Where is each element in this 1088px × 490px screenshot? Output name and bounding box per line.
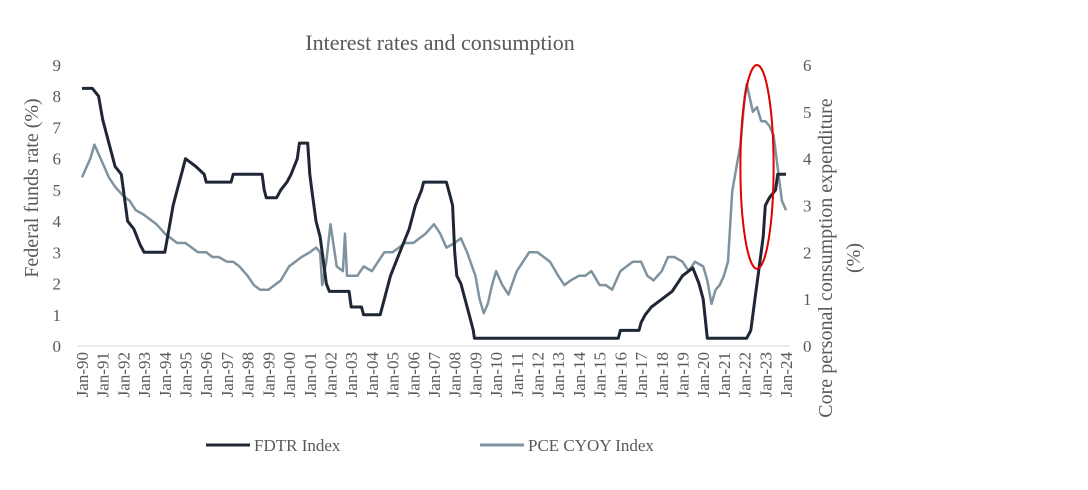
x-tick-label: Jan-00 bbox=[280, 352, 299, 397]
legend-label-pce: PCE CYOY Index bbox=[528, 436, 654, 455]
left-tick-label: 8 bbox=[53, 87, 62, 106]
x-tick-label: Jan-92 bbox=[114, 352, 133, 397]
x-tick-label: Jan-09 bbox=[466, 352, 485, 397]
annotation-ellipse bbox=[739, 63, 775, 270]
x-tick-label: Jan-17 bbox=[632, 352, 651, 398]
chart-title: Interest rates and consumption bbox=[305, 30, 574, 55]
x-tick-label: Jan-01 bbox=[301, 352, 320, 397]
x-tick-label: Jan-03 bbox=[342, 352, 361, 397]
right-tick-label: 4 bbox=[803, 150, 812, 169]
x-tick-label: Jan-22 bbox=[736, 352, 755, 397]
x-tick-label: Jan-15 bbox=[591, 352, 610, 397]
x-tick-label: Jan-04 bbox=[363, 352, 382, 398]
left-tick-label: 1 bbox=[53, 306, 62, 325]
x-tick-label: Jan-19 bbox=[674, 352, 693, 397]
x-tick-label: Jan-24 bbox=[777, 352, 796, 398]
legend: FDTR Index PCE CYOY Index bbox=[206, 436, 654, 455]
left-tick-label: 0 bbox=[53, 337, 62, 356]
right-axis-title-line: Core personal consumption expenditure bbox=[815, 98, 837, 417]
x-tick-label: Jan-12 bbox=[529, 352, 548, 397]
x-tick-label: Jan-06 bbox=[404, 352, 423, 397]
x-tick-label: Jan-07 bbox=[425, 352, 444, 398]
x-tick-label: Jan-10 bbox=[487, 352, 506, 397]
right-axis-ticks: 0 1 2 3 4 5 6 bbox=[803, 56, 812, 356]
x-tick-label: Jan-02 bbox=[322, 352, 341, 397]
x-tick-label: Jan-05 bbox=[384, 352, 403, 397]
x-tick-label: Jan-98 bbox=[239, 352, 258, 397]
legend-label-fdtr: FDTR Index bbox=[254, 436, 341, 455]
right-tick-label: 5 bbox=[803, 103, 812, 122]
left-tick-label: 2 bbox=[53, 275, 62, 294]
x-tick-label: Jan-23 bbox=[756, 352, 775, 397]
x-tick-label: Jan-95 bbox=[177, 352, 196, 397]
right-tick-label: 0 bbox=[803, 337, 812, 356]
x-tick-label: Jan-93 bbox=[135, 352, 154, 397]
left-axis-title: Federal funds rate (%) bbox=[21, 98, 43, 277]
right-tick-label: 1 bbox=[803, 290, 812, 309]
right-tick-label: 3 bbox=[803, 197, 812, 216]
right-tick-label: 2 bbox=[803, 243, 812, 262]
left-tick-label: 9 bbox=[53, 56, 62, 75]
left-tick-label: 5 bbox=[53, 181, 62, 200]
x-tick-label: Jan-16 bbox=[611, 352, 630, 397]
right-tick-label: 6 bbox=[803, 56, 812, 75]
x-tick-label: Jan-18 bbox=[653, 352, 672, 397]
right-axis-title-line: (%) bbox=[843, 243, 865, 273]
x-tick-label: Jan-99 bbox=[259, 352, 278, 397]
left-tick-label: 4 bbox=[53, 212, 62, 231]
x-tick-label: Jan-20 bbox=[694, 352, 713, 397]
right-axis-title: Core personal consumption expenditure (%) bbox=[815, 98, 865, 417]
series-line-fdtr bbox=[82, 86, 786, 340]
x-tick-label: Jan-97 bbox=[218, 352, 237, 398]
left-tick-label: 6 bbox=[53, 150, 62, 169]
series-line-pce bbox=[80, 82, 788, 315]
left-tick-label: 3 bbox=[53, 243, 62, 262]
series-group bbox=[80, 82, 788, 340]
x-tick-label: Jan-91 bbox=[94, 352, 113, 397]
x-tick-label: Jan-13 bbox=[549, 352, 568, 397]
x-tick-label: Jan-94 bbox=[156, 352, 175, 398]
x-axis-ticks: Jan-90 Jan-91 Jan-92 Jan-93 Jan-94 Jan-95 Jan-… bbox=[73, 352, 796, 398]
left-tick-label: 7 bbox=[53, 118, 62, 137]
x-tick-label: Jan-96 bbox=[197, 352, 216, 397]
x-tick-label: Jan-14 bbox=[570, 352, 589, 398]
left-axis-ticks: 0 1 2 3 4 5 6 7 8 9 bbox=[53, 56, 62, 356]
x-tick-label: Jan-21 bbox=[715, 352, 734, 397]
x-tick-label: Jan-11 bbox=[508, 352, 527, 397]
x-tick-label: Jan-08 bbox=[446, 352, 465, 397]
x-tick-label: Jan-90 bbox=[73, 352, 92, 397]
